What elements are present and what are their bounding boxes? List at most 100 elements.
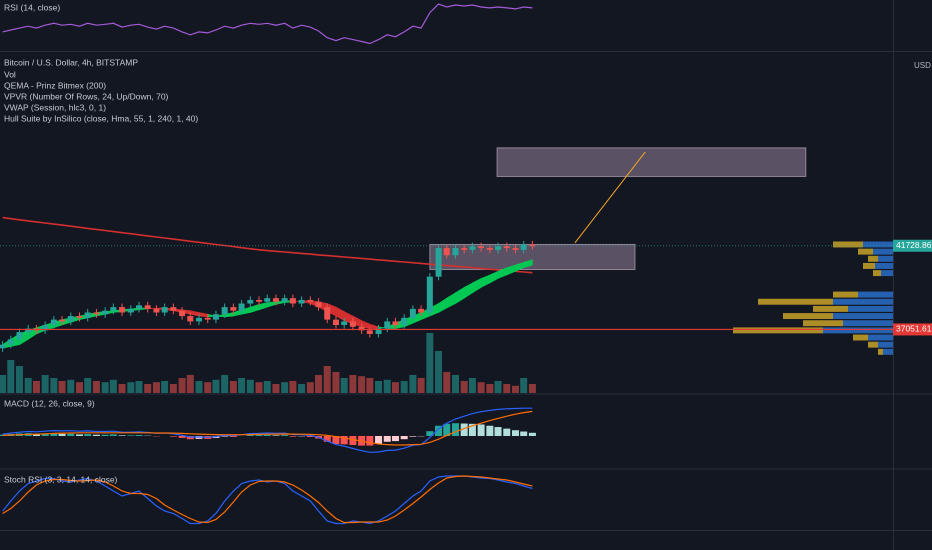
histogram-bar <box>178 435 186 438</box>
histogram-bar <box>101 434 109 436</box>
volume-bar <box>76 382 84 393</box>
histogram-bar <box>263 434 271 436</box>
indicator-label: QEMA - Prinz Bitmex (200) <box>4 80 106 90</box>
vpvr-down <box>833 291 858 298</box>
candle-body <box>119 307 126 313</box>
histogram-bar <box>272 435 280 436</box>
candle-body <box>187 316 194 322</box>
histogram-bar <box>289 435 297 437</box>
volume-bar <box>15 366 23 393</box>
volume-bar <box>24 378 32 393</box>
candle-body <box>401 317 408 325</box>
vpvr-down <box>833 241 863 248</box>
candle-body <box>289 298 296 304</box>
candle-body <box>461 248 468 250</box>
vpvr-up <box>868 334 893 341</box>
histogram-bar <box>486 425 494 436</box>
zone <box>496 147 807 177</box>
volume-bar <box>417 378 425 393</box>
histogram-bar <box>92 434 100 436</box>
volume-bar <box>229 381 237 393</box>
indicator-label: Vol <box>4 69 16 79</box>
candle-body <box>281 298 288 302</box>
price-tag-label: 41728.86 <box>896 240 932 250</box>
candle-body <box>298 299 305 304</box>
histogram-bar <box>50 433 58 436</box>
volume-bar <box>238 378 246 393</box>
volume-bar <box>135 381 143 393</box>
vpvr-down <box>868 255 878 262</box>
volume-bar <box>118 384 126 393</box>
histogram-bar <box>494 427 502 436</box>
candle-body <box>366 330 373 334</box>
histogram-bar <box>511 430 519 436</box>
histogram-bar <box>435 425 443 436</box>
candle-body <box>247 299 254 304</box>
labels: RSI (14, close) Bitcoin / U.S. Dollar, 4… <box>4 2 932 484</box>
vpvr-up <box>883 348 893 355</box>
volume-bar <box>349 375 357 393</box>
vpvr-down <box>878 348 883 355</box>
histogram-bar <box>409 435 417 437</box>
candle-body <box>418 308 425 313</box>
volume-bar <box>323 366 331 393</box>
volume-bar <box>212 379 220 393</box>
candle-body <box>452 248 459 256</box>
histogram-bar <box>400 435 408 440</box>
candle-body <box>349 321 356 327</box>
volume-bar <box>7 360 15 393</box>
volume-bar <box>366 378 374 393</box>
candle-body <box>435 248 442 277</box>
volume-bar <box>186 375 194 393</box>
line <box>2 3 533 45</box>
volume-bar <box>332 372 340 393</box>
vpvr-down <box>858 248 873 255</box>
candle-body <box>136 305 143 309</box>
candle-body <box>0 344 6 349</box>
pane-title: RSI (14, close) <box>4 2 60 12</box>
histogram-bar <box>169 435 177 437</box>
histogram-bar <box>229 435 237 437</box>
candle-body <box>495 246 502 250</box>
candle-body <box>272 298 279 302</box>
candle-body <box>486 248 493 250</box>
candle-body <box>67 316 74 322</box>
vpvr-up <box>878 341 893 348</box>
vpvr-down <box>863 262 875 269</box>
histogram-bar <box>323 435 331 442</box>
histogram-bar <box>460 423 468 436</box>
indicator-label: VPVR (Number Of Rows, 24, Up/Down, 70) <box>4 91 169 101</box>
volume-bar <box>152 382 160 393</box>
candle-body <box>443 248 450 256</box>
histogram-bar <box>67 433 75 436</box>
volume-bar <box>400 381 408 393</box>
volume-bar <box>281 382 289 393</box>
candle-body <box>170 307 177 311</box>
price-tag <box>893 323 932 336</box>
histogram-bar <box>135 435 143 436</box>
vpvr-down <box>758 298 833 305</box>
indicator-label: VWAP (Session, hlc3, 0, 1) <box>4 102 106 112</box>
candle-body <box>426 276 433 313</box>
volume-bar <box>50 378 58 393</box>
histogram-bar <box>349 435 357 445</box>
histogram-bar <box>41 433 49 436</box>
line <box>2 216 533 274</box>
candle-body <box>161 307 168 313</box>
volume-bar <box>144 384 152 393</box>
pane-title: Stoch RSI (3, 3, 14, 14, close) <box>4 474 118 484</box>
volume-bar <box>486 384 494 393</box>
pane-title: MACD (12, 26, close, 9) <box>4 398 95 408</box>
volume-bar <box>460 381 468 393</box>
volume-bar <box>84 378 92 393</box>
volume-bar <box>340 378 348 393</box>
candle-body <box>7 339 14 345</box>
volume-bar <box>272 384 280 393</box>
candle-body <box>221 307 228 315</box>
volume-bar <box>246 379 254 393</box>
candle-body <box>503 246 510 249</box>
currency: USD <box>914 61 931 70</box>
candle-body <box>264 298 271 302</box>
volume-bar <box>375 381 383 393</box>
volume-bar <box>263 381 271 393</box>
